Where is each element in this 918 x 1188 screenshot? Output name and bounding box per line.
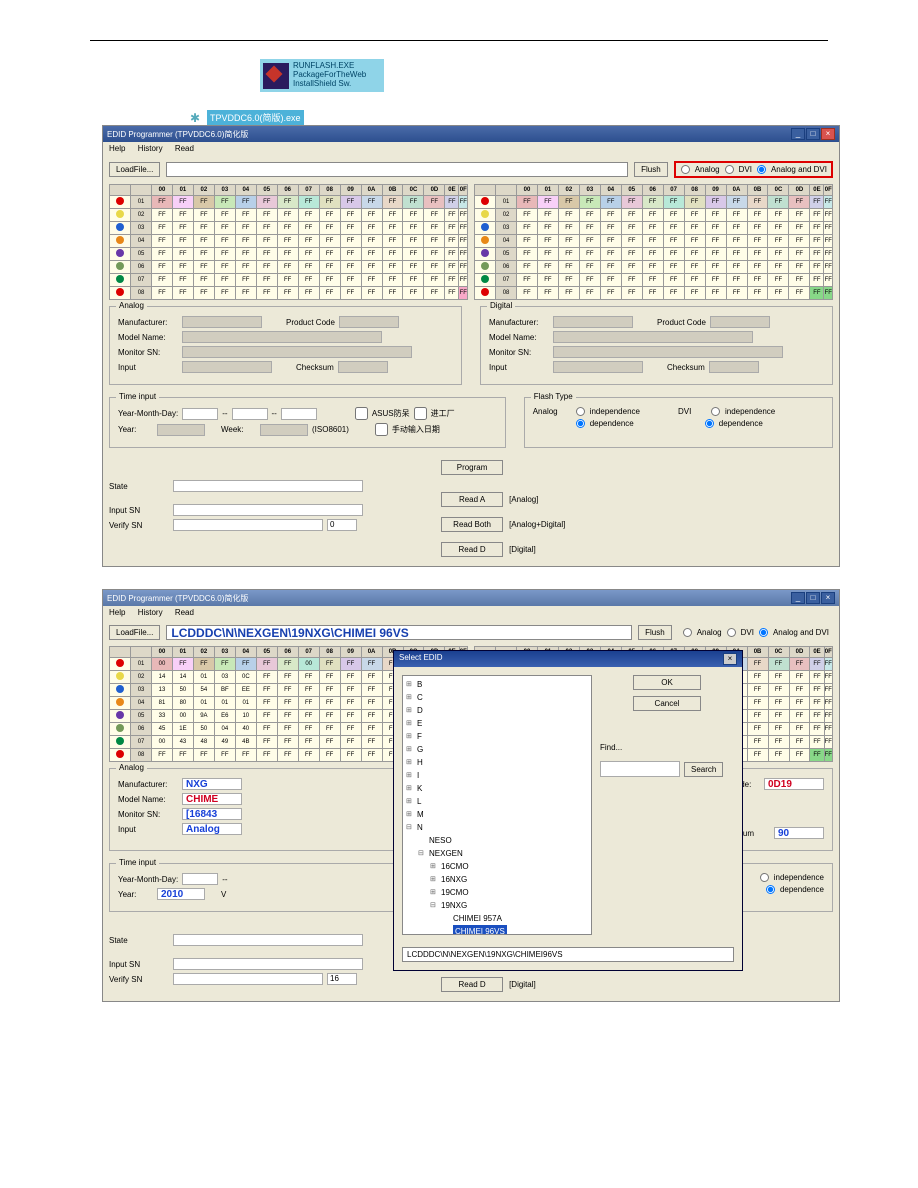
- menubar: Help History Read: [103, 142, 839, 155]
- tree-view[interactable]: BCDEFGHIKLMNNESONEXGEN16CMO16NXG19CMO19N…: [402, 675, 592, 935]
- mode-radios: Analog DVI Analog and DVI: [674, 161, 833, 178]
- analog-dep-radio[interactable]: [576, 419, 585, 428]
- menu-history[interactable]: History: [138, 144, 163, 153]
- find-input[interactable]: [600, 761, 680, 777]
- exe-filename: TPVDDC6.0(简版).exe: [207, 110, 304, 125]
- main-window-2: EDID Programmer (TPVDDC6.0)简化版 _ □ × Hel…: [102, 589, 840, 1002]
- dialog-path: LCDDDC\N\NEXGEN\19NXG\CHIMEI96VS: [402, 947, 734, 962]
- package-icon: RUNFLASH.EXEPackageForTheWebInstallShiel…: [260, 59, 384, 92]
- verify-val: 0: [327, 519, 357, 531]
- cancel-button[interactable]: Cancel: [633, 696, 701, 711]
- select-edid-dialog: Select EDID× BCDEFGHIKLMNNESONEXGEN16CMO…: [393, 650, 743, 971]
- read-both-button[interactable]: Read Both: [441, 517, 503, 532]
- menu-read[interactable]: Read: [175, 144, 194, 153]
- minimize-button[interactable]: _: [791, 128, 805, 140]
- radio-dvi[interactable]: [725, 165, 734, 174]
- filepath-field: [166, 162, 628, 177]
- menu-help[interactable]: Help: [109, 144, 125, 153]
- close-button-2[interactable]: ×: [821, 592, 835, 604]
- dvi-dep-radio[interactable]: [705, 419, 714, 428]
- minimize-button-2[interactable]: _: [791, 592, 805, 604]
- loadfile-button[interactable]: LoadFile...: [109, 162, 160, 177]
- dialog-close[interactable]: ×: [723, 653, 737, 665]
- flush-button-2[interactable]: Flush: [638, 625, 672, 640]
- close-button[interactable]: ×: [821, 128, 835, 140]
- cube-icon: [263, 63, 289, 89]
- manual-checkbox[interactable]: [375, 423, 388, 436]
- search-button[interactable]: Search: [684, 762, 723, 777]
- digital-group: Digital Manufacturer:Product Code Model …: [480, 306, 833, 385]
- read-d-button[interactable]: Read D: [441, 542, 503, 557]
- flashtype-group: Flash Type Analog independence DVI indep…: [524, 397, 833, 448]
- time-group: Time input Year-Month-Day:---- ASUS防呆 进工…: [109, 397, 506, 448]
- dvi-ind-radio[interactable]: [711, 407, 720, 416]
- maximize-button-2[interactable]: □: [806, 592, 820, 604]
- ok-button[interactable]: OK: [633, 675, 701, 690]
- filepath-field-2: LCDDDC\N\NEXGEN\19NXG\CHIMEI 96VS: [166, 625, 632, 640]
- factory-checkbox[interactable]: [414, 407, 427, 420]
- program-button[interactable]: Program: [441, 460, 503, 475]
- window-title: EDID Programmer (TPVDDC6.0)简化版: [107, 129, 248, 140]
- loadfile-button-2[interactable]: LoadFile...: [109, 625, 160, 640]
- window-title-2: EDID Programmer (TPVDDC6.0)简化版: [107, 593, 248, 604]
- read-a-button[interactable]: Read A: [441, 492, 503, 507]
- analog-group: Analog Manufacturer:Product Code Model N…: [109, 306, 462, 385]
- asus-checkbox[interactable]: [355, 407, 368, 420]
- snowflake-icon: [190, 111, 204, 125]
- analog-ind-radio[interactable]: [576, 407, 585, 416]
- maximize-button[interactable]: □: [806, 128, 820, 140]
- main-window: EDID Programmer (TPVDDC6.0)简化版 _ □ × Hel…: [102, 125, 840, 567]
- radio-both[interactable]: [757, 165, 766, 174]
- flush-button[interactable]: Flush: [634, 162, 668, 177]
- radio-analog[interactable]: [681, 165, 690, 174]
